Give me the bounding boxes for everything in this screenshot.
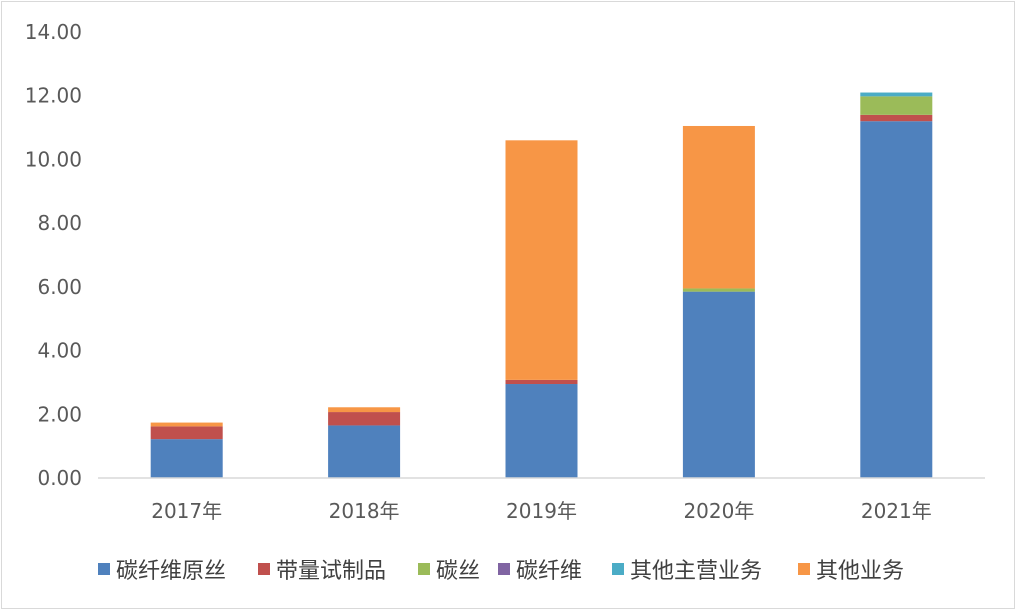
y-tick-label: 8.00 — [37, 211, 82, 235]
bar-segment — [505, 140, 578, 380]
bars-group — [150, 92, 933, 478]
y-tick-label: 2.00 — [37, 402, 82, 426]
bar-segment — [150, 422, 223, 427]
x-tick-label: 2021年 — [861, 499, 932, 523]
legend-swatch — [98, 563, 110, 575]
y-tick-label: 0.00 — [37, 466, 82, 490]
bar-segment — [328, 425, 401, 478]
bar-segment — [505, 379, 578, 385]
bar-segment — [328, 407, 401, 413]
x-tick-label: 2017年 — [151, 499, 222, 523]
legend: 碳纤维原丝 带量试制品 碳丝 碳纤维 其他主营业务 其他业务 — [98, 559, 904, 584]
legend-swatch — [798, 563, 810, 575]
y-tick-label: 14.00 — [25, 20, 82, 44]
bar-segment — [860, 96, 933, 115]
bar-segment — [682, 125, 755, 289]
bar-segment — [682, 288, 755, 292]
bar-segment — [150, 426, 223, 440]
legend-swatch — [498, 563, 510, 575]
bar-segment — [505, 384, 578, 478]
legend-label: 碳纤维 — [516, 559, 582, 584]
bar-segment — [150, 439, 223, 478]
bar-segment — [860, 92, 933, 97]
y-tick-label: 10.00 — [25, 147, 82, 171]
x-axis-ticks: 2017年 2018年 2019年 2020年 2021年 — [151, 499, 932, 523]
y-tick-label: 4.00 — [37, 339, 82, 363]
bar-segment — [682, 291, 755, 478]
legend-swatch — [418, 563, 430, 575]
legend-label: 其他主营业务 — [630, 559, 762, 584]
legend-label: 带量试制品 — [276, 559, 386, 584]
legend-label: 其他业务 — [816, 559, 904, 584]
bar-segment — [328, 412, 401, 426]
x-tick-label: 2020年 — [683, 499, 754, 523]
y-tick-label: 12.00 — [25, 84, 82, 108]
y-axis-ticks: 0.00 2.00 4.00 6.00 8.00 10.00 12.00 14.00 — [25, 20, 82, 490]
legend-label: 碳丝 — [436, 559, 480, 584]
y-tick-label: 6.00 — [37, 275, 82, 299]
legend-swatch — [612, 563, 624, 575]
bar-segment — [860, 114, 933, 122]
x-tick-label: 2018年 — [329, 499, 400, 523]
bar-segment — [860, 121, 933, 478]
legend-swatch — [258, 563, 270, 575]
x-tick-label: 2019年 — [506, 499, 577, 523]
legend-label: 碳纤维原丝 — [116, 559, 226, 584]
